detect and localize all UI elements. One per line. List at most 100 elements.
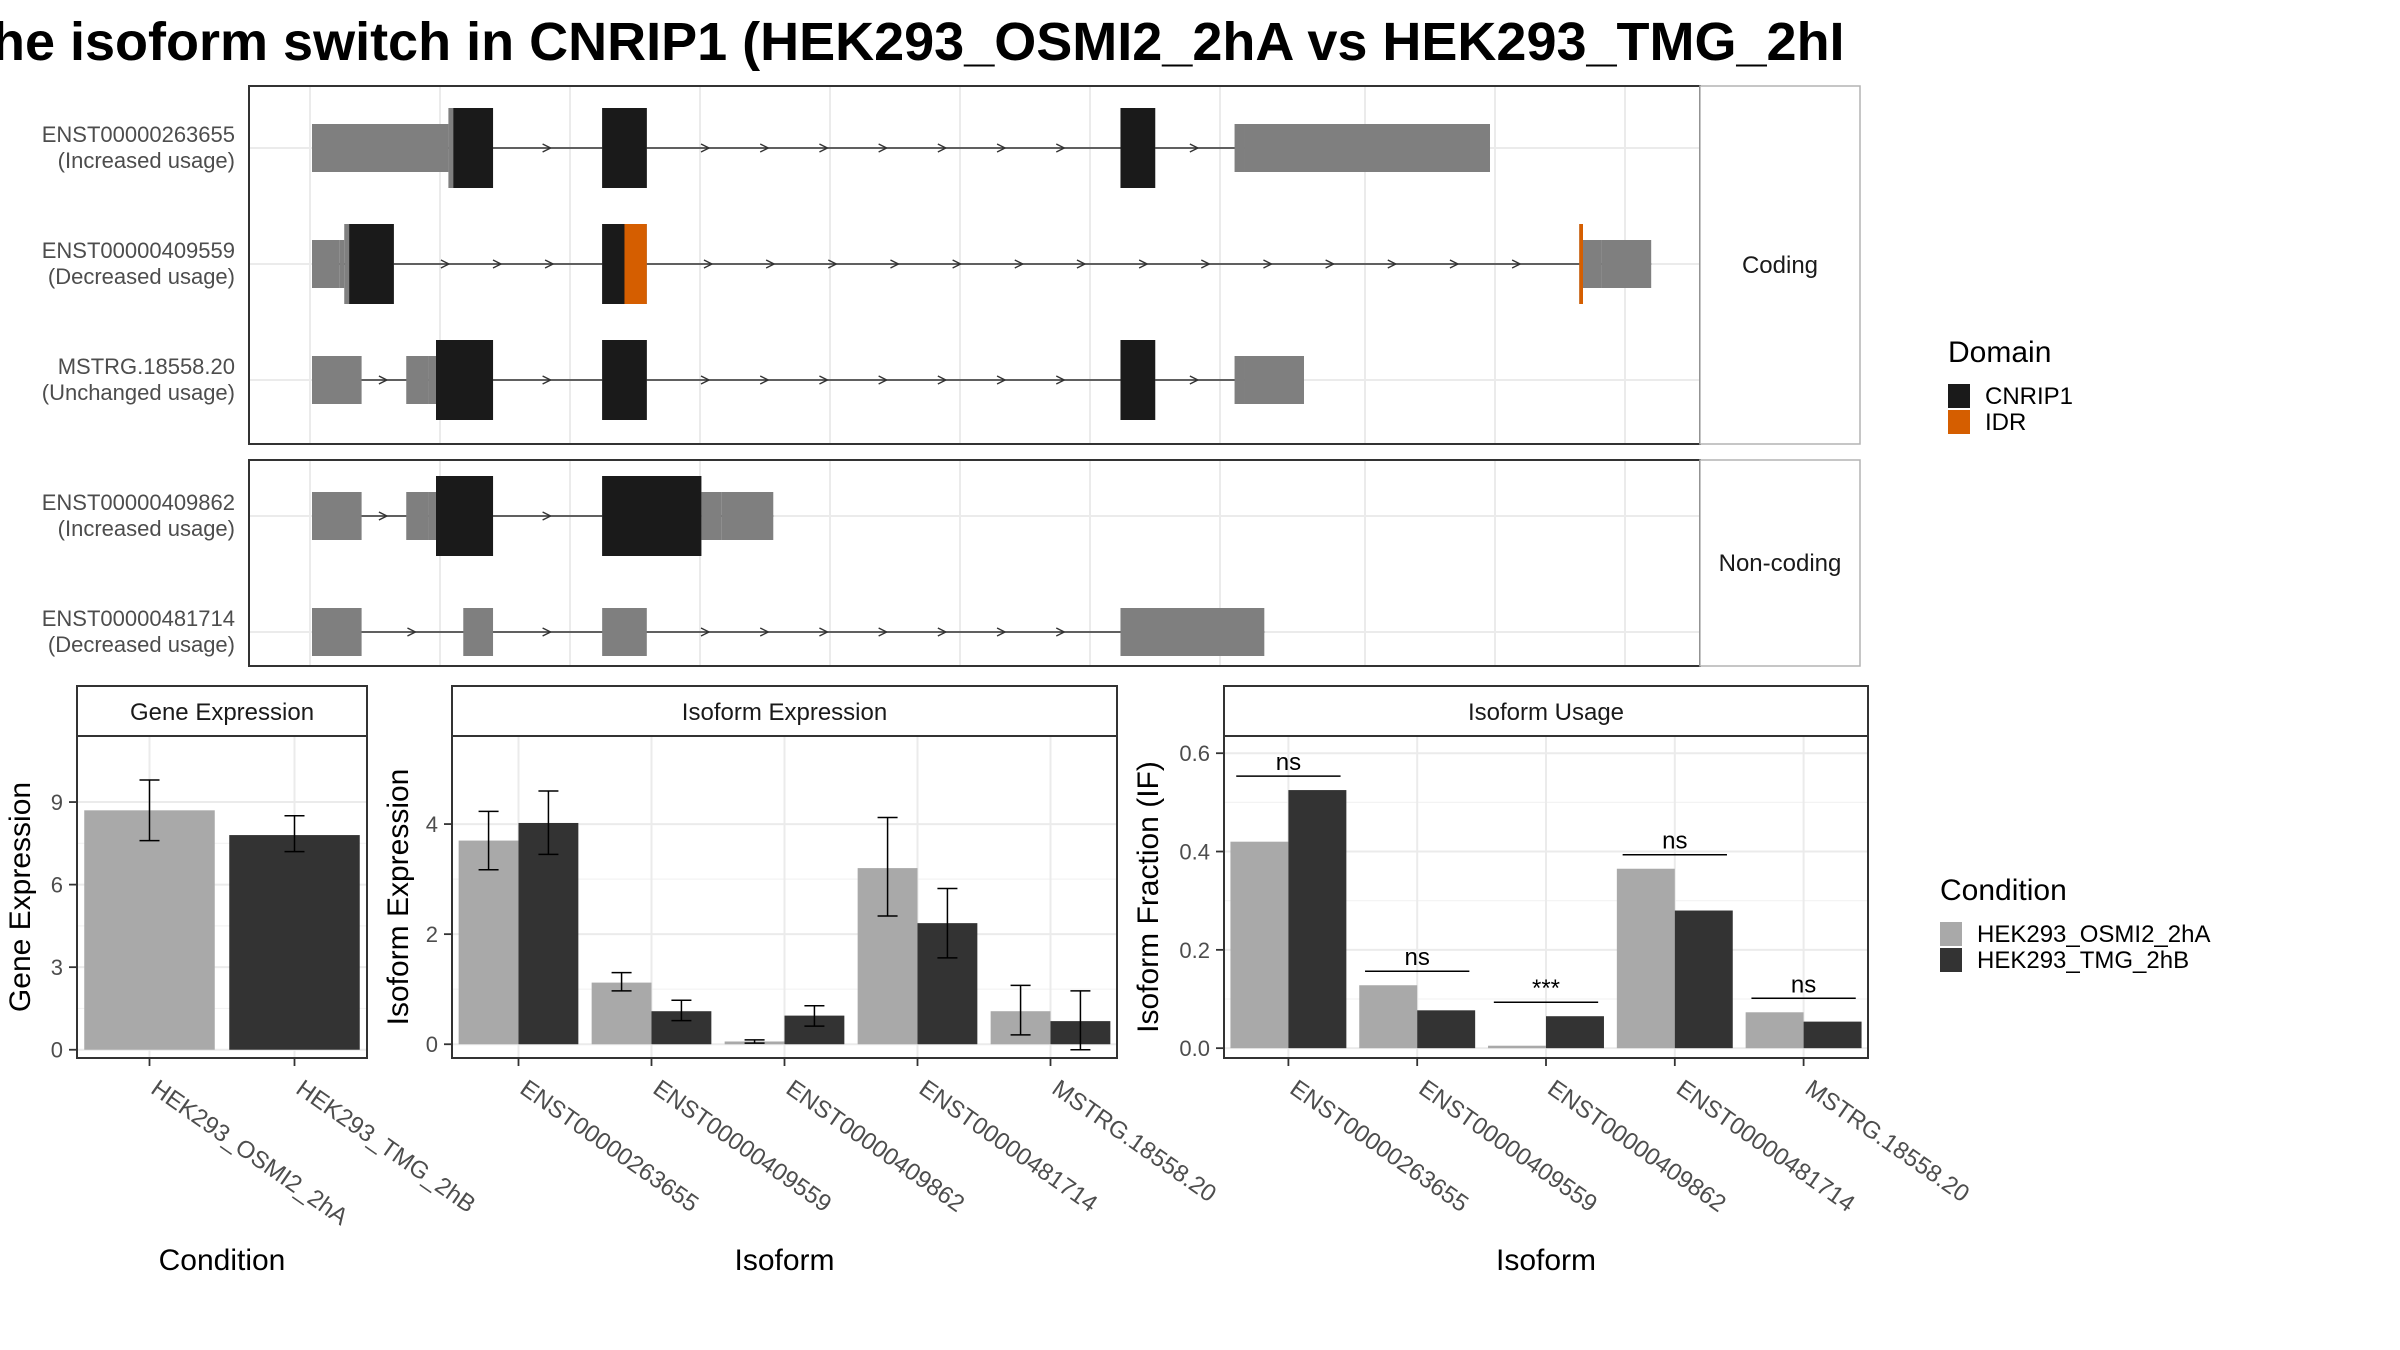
domain-legend-title: Domain — [1948, 336, 2051, 369]
bar — [458, 840, 519, 1045]
intron-arrow — [378, 375, 389, 385]
transcript-id-label: MSTRG.18558.20 — [58, 354, 235, 379]
intron-arrow — [759, 627, 770, 637]
utr-exon — [1244, 124, 1490, 172]
intron-arrow — [1055, 375, 1066, 385]
y-tick-label: 2 — [426, 922, 438, 947]
intron-arrow — [542, 627, 553, 637]
utr-exon — [312, 240, 340, 288]
transcript-structure-plot: ENST00000263655(Increased usage)ENST0000… — [42, 85, 1861, 667]
intron-arrow — [1325, 259, 1336, 269]
utr-exon — [436, 124, 449, 172]
transcript-id-label: ENST00000263655 — [42, 122, 235, 147]
condition-legend-label: HEK293_TMG_2hB — [1977, 947, 2189, 974]
bar — [518, 822, 579, 1045]
intron-arrow — [542, 143, 553, 153]
significance-label: ns — [1276, 749, 1301, 776]
utr-exon — [406, 492, 429, 540]
transcript-usage-label: (Increased usage) — [58, 516, 235, 541]
condition-legend-label: HEK293_OSMI2_2hA — [1977, 921, 2210, 948]
bar — [1288, 790, 1347, 1049]
x-axis-title: Isoform — [1496, 1244, 1596, 1277]
utr-exon — [721, 492, 774, 540]
utr-exon — [428, 356, 436, 404]
intron-arrow — [996, 375, 1007, 385]
transcript-usage-label: (Decreased usage) — [48, 632, 235, 657]
intron-arrow — [700, 627, 711, 637]
utr-exon — [1583, 240, 1602, 288]
bar — [1359, 985, 1418, 1049]
intron-arrow — [878, 627, 889, 637]
intron-arrow — [996, 627, 1007, 637]
intron-arrow — [759, 375, 770, 385]
intron-arrow — [827, 259, 838, 269]
transcript-id-label: ENST00000481714 — [42, 606, 235, 631]
figure-title: he isoform switch in CNRIP1 (HEK293_OSMI… — [0, 12, 1845, 72]
domain-cnrip1 — [349, 224, 394, 304]
bar — [591, 982, 652, 1045]
intron-arrow — [1263, 259, 1274, 269]
y-axis-title: Isoform Expression — [382, 769, 415, 1026]
intron-arrow — [937, 143, 948, 153]
utr-exon — [701, 492, 722, 540]
utr-exon — [312, 492, 362, 540]
domain-cnrip1 — [1120, 108, 1156, 188]
intron-arrow — [759, 143, 770, 153]
intron-arrow — [542, 375, 553, 385]
bar — [1546, 1016, 1604, 1049]
utr-exon — [1120, 608, 1265, 656]
intron-arrow — [542, 511, 553, 521]
utr-exon — [312, 608, 362, 656]
intron-arrow — [996, 143, 1007, 153]
y-tick-label: 0.4 — [1179, 840, 1210, 865]
transcript-ENST00000409559 — [312, 224, 1652, 304]
bar — [1674, 910, 1733, 1049]
bar — [84, 810, 215, 1050]
intron-arrow — [952, 259, 963, 269]
intron-arrow — [407, 627, 418, 637]
intron-arrow — [544, 259, 555, 269]
transcript-usage-label: (Increased usage) — [58, 148, 235, 173]
bar — [1745, 1012, 1804, 1049]
y-tick-label: 4 — [426, 812, 438, 837]
intron-arrow — [378, 511, 389, 521]
bar — [1488, 1045, 1546, 1049]
utr-exon — [1244, 356, 1304, 404]
transcript-id-label: ENST00000409862 — [42, 490, 235, 515]
facet-strip — [1699, 459, 1861, 667]
intron-arrow — [819, 627, 829, 637]
intron-arrow — [1076, 259, 1087, 269]
transcript-ENST00000481714 — [312, 608, 1265, 656]
bar — [1230, 841, 1289, 1049]
y-tick-label: 6 — [51, 873, 63, 898]
condition-legend-key — [1940, 948, 1962, 972]
transcript-MSTRG.18558.20 — [312, 340, 1304, 420]
transcript-ENST00000263655 — [312, 108, 1490, 188]
chart-title: Isoform Expression — [682, 699, 887, 726]
facet-strip — [1699, 85, 1861, 445]
domain-cnrip1 — [602, 340, 647, 420]
utr-exon — [1234, 356, 1245, 404]
condition-legend-key — [1940, 922, 1962, 946]
domain-legend-label: CNRIP1 — [1985, 383, 2073, 410]
bar — [1417, 1010, 1476, 1049]
domain-legend-key — [1948, 384, 1970, 408]
intron-arrow — [1200, 259, 1211, 269]
domain-cnrip1 — [436, 340, 494, 420]
y-tick-label: 0 — [426, 1032, 438, 1057]
intron-arrow — [1189, 143, 1200, 153]
significance-label: ns — [1791, 971, 1816, 998]
y-tick-label: 9 — [51, 790, 63, 815]
y-tick-label: 0.2 — [1179, 938, 1210, 963]
intron-arrow — [1449, 259, 1460, 269]
transcript-ENST00000409862 — [312, 476, 774, 556]
utr-exon — [406, 356, 429, 404]
y-tick-label: 3 — [51, 955, 63, 980]
transcript-usage-label: (Decreased usage) — [48, 264, 235, 289]
domain-cnrip1 — [602, 108, 647, 188]
significance-label: ns — [1405, 944, 1430, 971]
